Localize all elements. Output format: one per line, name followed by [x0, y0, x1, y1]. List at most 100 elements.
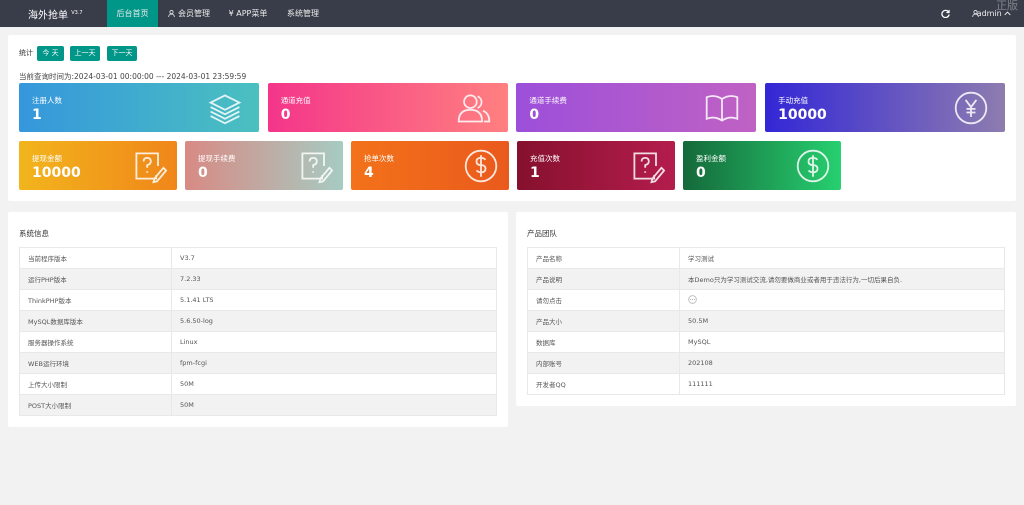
nav-item[interactable]: 后台首页: [107, 0, 158, 27]
tile-value: 0: [198, 165, 208, 181]
user-menu[interactable]: admin: [968, 0, 1016, 27]
tile-label: 注册人数: [32, 96, 62, 105]
tile-icon: [795, 148, 831, 184]
tile-icon: [463, 148, 499, 184]
row-label: ThinkPHP版本: [19, 289, 172, 311]
table-row: 产品大小 50.5M: [527, 310, 1005, 332]
refresh-icon[interactable]: [941, 9, 950, 18]
stat-tile[interactable]: 充值次数 1: [517, 141, 675, 190]
watermark: 正版: [996, 0, 1018, 12]
table-row: 上传大小限制 50M: [19, 373, 497, 395]
table-row: 运行PHP版本 7.2.33: [19, 268, 497, 290]
more-icon[interactable]: [688, 294, 697, 304]
row-value: 50M: [171, 373, 497, 395]
row-label: 请勿点击: [527, 289, 680, 311]
row-label: WEB运行环境: [19, 352, 172, 374]
tile-value: 0: [696, 165, 706, 181]
card-title: 产品团队: [527, 229, 557, 238]
stats-card: 统计 今 天 上一天 下一天 当前查询时间为:2024-03-01 00:00:…: [8, 35, 1016, 201]
row-label: 当前程序版本: [19, 247, 172, 269]
info-table: 当前程序版本 V3.7 运行PHP版本 7.2.33 ThinkPHP版本 5.1.41 …: [19, 247, 497, 416]
table-row: 开发者QQ 111111: [527, 373, 1005, 395]
row-value: 202108: [679, 352, 1005, 374]
today-button[interactable]: 今 天: [37, 46, 64, 61]
tile-label: 手动充值: [778, 96, 809, 105]
row-label: 产品说明: [527, 268, 680, 290]
row-label: 服务器操作系统: [19, 331, 172, 353]
version: V3.7: [71, 10, 83, 16]
row-value: 学习测试: [679, 247, 1005, 269]
stat-tile[interactable]: 注册人数 1: [19, 83, 259, 132]
tile-label: 提现金额: [32, 154, 62, 163]
tile-label: 盈利金额: [696, 154, 726, 163]
row-label: 运行PHP版本: [19, 268, 172, 290]
user-icon: [168, 10, 175, 17]
nav-item[interactable]: 会员管理: [165, 0, 215, 27]
tile-label: 充值次数: [530, 154, 560, 163]
stat-tile[interactable]: 抢单次数 4: [351, 141, 509, 190]
row-label: 产品大小: [527, 310, 680, 332]
row-value: 5.6.50-log: [171, 310, 497, 332]
stats-label: 统计: [19, 49, 33, 57]
table-row: ThinkPHP版本 5.1.41 LTS: [19, 289, 497, 311]
row-value: Linux: [171, 331, 497, 353]
tile-icon: [207, 90, 243, 126]
row-label: 上传大小限制: [19, 373, 172, 395]
tile-value: 1: [32, 107, 42, 123]
tile-label: 通道充值: [280, 96, 311, 105]
next-day-button[interactable]: 下一天: [107, 46, 137, 61]
row-value: MySQL: [679, 331, 1005, 353]
row-value: 50M: [171, 394, 497, 416]
row-value: 7.2.33: [171, 268, 497, 290]
table-row: 请勿点击: [527, 289, 1005, 311]
stat-tile[interactable]: 通道手续费 0: [516, 83, 757, 132]
logo-text: 海外抢单: [28, 10, 68, 22]
info-table: 产品名称 学习测试 产品说明 本Demo只为学习测试交流,请勿要做商业或者用于违法行为…: [527, 247, 1005, 395]
tile-value: 0: [280, 107, 291, 123]
stat-tile[interactable]: 手动充值 10000: [765, 83, 1006, 132]
table-row: MySQL数据库版本 5.6.50-log: [19, 310, 497, 332]
nav-text: 会员管理: [178, 9, 210, 18]
tile-value: 10000: [32, 165, 81, 181]
nav-item[interactable]: 系统管理: [287, 9, 319, 18]
tile-icon: [953, 90, 989, 126]
user-name: admin: [976, 9, 1002, 18]
top-nav: 海外抢单 V3.7 后台首页 会员管理 ¥ APP菜单 系统管理 admin 正…: [0, 0, 1024, 27]
table-row: 当前程序版本 V3.7: [19, 247, 497, 269]
tile-icon: [131, 148, 167, 184]
user-icon: [972, 10, 979, 17]
stat-tile[interactable]: 提现金额 10000: [19, 141, 177, 190]
row-label: 数据库: [527, 331, 680, 353]
nav-item[interactable]: ¥ APP菜单: [228, 9, 268, 18]
query-time: 当前查询时间为:2024-03-01 00:00:00 --- 2024-03-…: [19, 72, 247, 81]
table-row: 产品说明 本Demo只为学习测试交流,请勿要做商业或者用于违法行为,一切后果自负.: [527, 268, 1005, 290]
stat-tile[interactable]: 提现手续费 0: [185, 141, 343, 190]
table-row: 服务器操作系统 Linux: [19, 331, 497, 353]
product-team-card: 产品团队 产品名称 学习测试 产品说明 本Demo只为学习测试交流,请勿要做商业或者用…: [516, 212, 1016, 406]
row-value: 111111: [679, 373, 1005, 395]
tile-value: 4: [364, 165, 374, 181]
tile-label: 抢单次数: [364, 154, 394, 163]
tile-label: 提现手续费: [198, 154, 236, 163]
caret: [1004, 11, 1011, 16]
row-label: 内部账号: [527, 352, 680, 374]
row-label: 开发者QQ: [527, 373, 680, 395]
stat-tile[interactable]: 盈利金额 0: [683, 141, 841, 190]
prev-day-button[interactable]: 上一天: [70, 46, 100, 61]
tile-label: 通道手续费: [529, 96, 567, 105]
table-row: POST大小限制 50M: [19, 394, 497, 416]
row-label: MySQL数据库版本: [19, 310, 172, 332]
row-value: V3.7: [171, 247, 497, 269]
row-value: 50.5M: [679, 310, 1005, 332]
stat-tile[interactable]: 通道充值 0: [267, 83, 508, 132]
table-row: 数据库 MySQL: [527, 331, 1005, 353]
table-row: WEB运行环境 fpm-fcgi: [19, 352, 497, 374]
row-value: 5.1.41 LTS: [171, 289, 497, 311]
card-title: 系统信息: [19, 229, 49, 238]
tile-value: 1: [530, 165, 540, 181]
row-value: 本Demo只为学习测试交流,请勿要做商业或者用于违法行为,一切后果自负.: [679, 268, 1005, 290]
row-label: 产品名称: [527, 247, 680, 269]
tile-icon: [456, 90, 492, 126]
row-label: POST大小限制: [19, 394, 172, 416]
